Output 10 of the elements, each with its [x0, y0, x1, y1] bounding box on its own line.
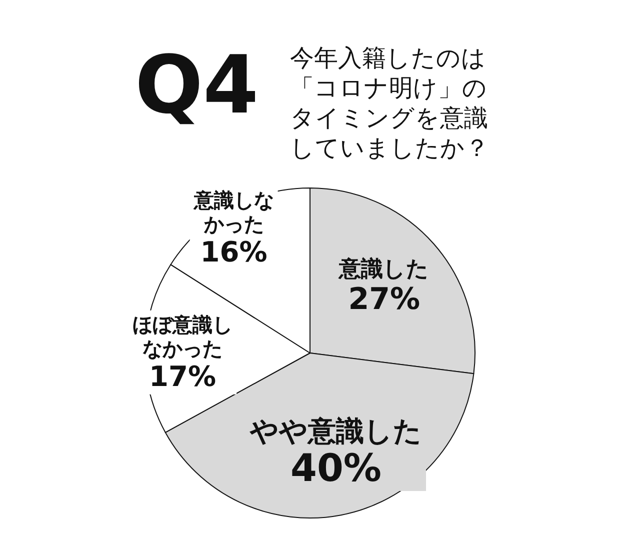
- chart-title: Q4: [135, 38, 259, 132]
- chart-subtitle: 今年入籍したのは「コロナ明け」のタイミングを意識していましたか？: [290, 44, 489, 162]
- slice-label: ほぼ意識しなかった: [132, 312, 233, 360]
- data-label: 40%: [290, 446, 382, 490]
- slice-label: 意識した: [338, 256, 430, 282]
- data-label: 27%: [348, 282, 420, 317]
- slice-label: やや意識した: [249, 414, 422, 448]
- data-label: 16%: [200, 236, 268, 269]
- data-label: 17%: [149, 360, 216, 393]
- slice-label: 意識しなかった: [192, 188, 274, 236]
